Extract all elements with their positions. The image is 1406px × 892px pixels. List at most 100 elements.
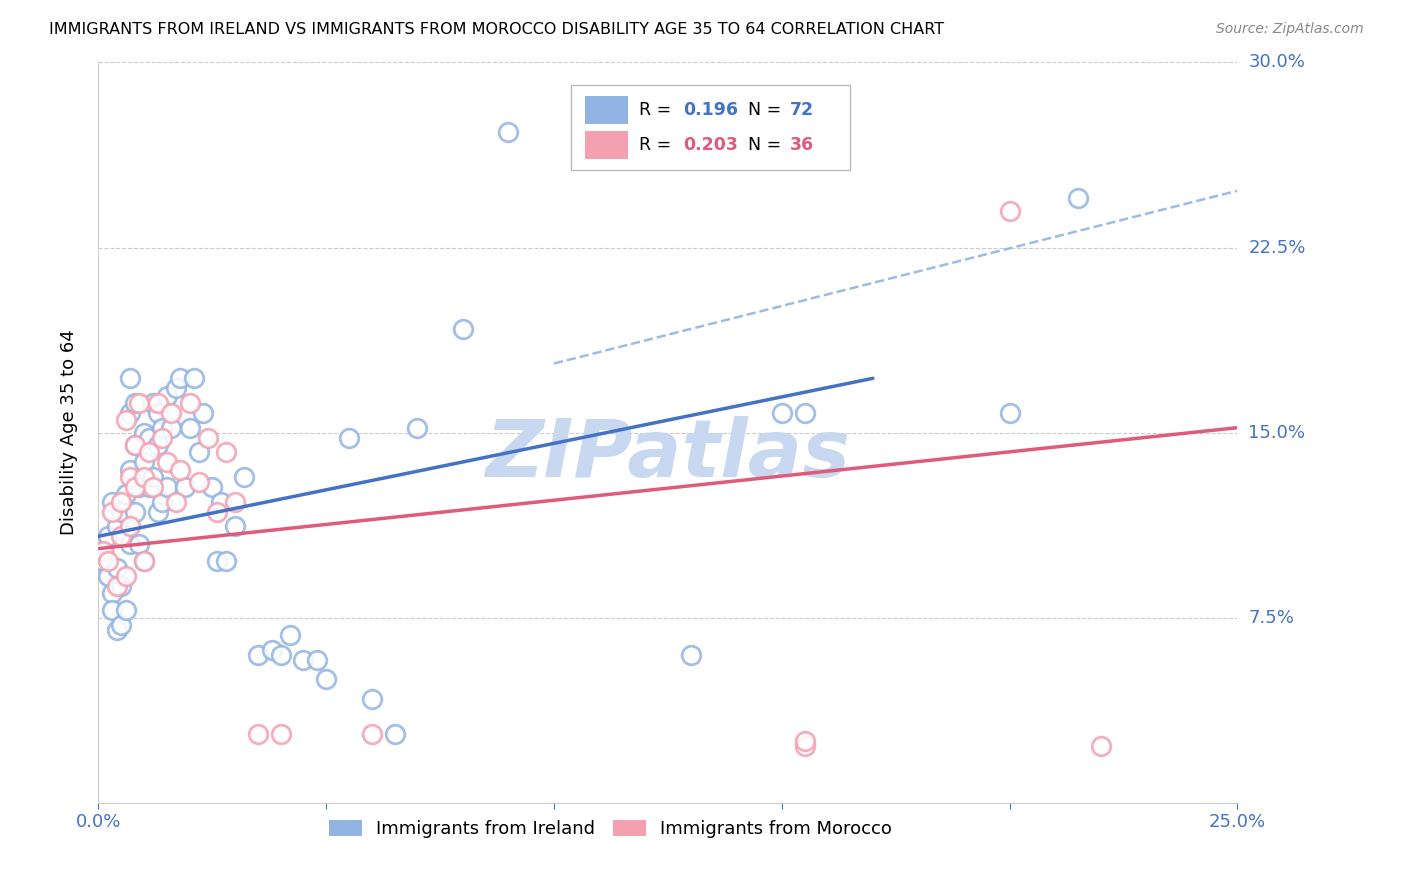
Point [120, 470, 142, 484]
Point [110, 618, 132, 632]
Point [160, 420, 183, 434]
Point [105, 623, 128, 637]
Point [793, 406, 815, 420]
Point [120, 371, 142, 385]
Text: 0.196: 0.196 [683, 101, 738, 119]
Point [120, 519, 142, 533]
Point [150, 420, 173, 434]
Point [270, 648, 292, 662]
Point [146, 505, 169, 519]
Point [105, 561, 128, 575]
Point [110, 529, 132, 543]
Point [146, 438, 169, 452]
Point [128, 480, 150, 494]
FancyBboxPatch shape [585, 130, 628, 159]
Point [120, 406, 142, 420]
Point [138, 480, 160, 494]
Text: IMMIGRANTS FROM IRELAND VS IMMIGRANTS FROM MOROCCO DISABILITY AGE 35 TO 64 CORRE: IMMIGRANTS FROM IRELAND VS IMMIGRANTS FR… [49, 22, 945, 37]
Point [246, 727, 269, 741]
Point [156, 388, 179, 402]
Point [128, 396, 150, 410]
Point [360, 727, 382, 741]
Point [132, 554, 155, 568]
Legend: Immigrants from Ireland, Immigrants from Morocco: Immigrants from Ireland, Immigrants from… [322, 813, 900, 846]
Point [174, 480, 197, 494]
FancyBboxPatch shape [571, 85, 851, 169]
Point [793, 734, 815, 748]
Point [165, 381, 187, 395]
Point [215, 554, 238, 568]
Point [128, 536, 150, 550]
Point [169, 462, 191, 476]
Point [91, 554, 114, 568]
Text: N =: N = [748, 101, 786, 119]
Point [187, 475, 209, 489]
Point [193, 406, 215, 420]
Point [132, 425, 155, 440]
Point [110, 579, 132, 593]
Text: 15.0%: 15.0% [1249, 424, 1305, 442]
Point [406, 420, 429, 434]
Point [114, 413, 136, 427]
Text: 22.5%: 22.5% [1249, 238, 1306, 257]
Point [292, 653, 315, 667]
Point [138, 431, 160, 445]
Text: 30.0%: 30.0% [1249, 54, 1305, 71]
Text: R =: R = [640, 101, 678, 119]
Point [770, 406, 793, 420]
Point [91, 544, 114, 558]
Point [124, 480, 146, 494]
Point [114, 529, 136, 543]
Point [588, 135, 610, 149]
Point [156, 480, 179, 494]
Point [110, 494, 132, 508]
Point [146, 396, 169, 410]
FancyBboxPatch shape [585, 95, 628, 124]
Point [201, 480, 224, 494]
Point [124, 438, 146, 452]
Point [165, 494, 187, 508]
Point [101, 505, 124, 519]
Point [315, 673, 337, 687]
Point [124, 438, 146, 452]
Point [205, 554, 228, 568]
Point [1067, 191, 1090, 205]
Point [101, 586, 124, 600]
Point [101, 494, 124, 508]
Point [160, 406, 183, 420]
Point [142, 480, 165, 494]
Text: 36: 36 [790, 136, 814, 153]
Point [124, 505, 146, 519]
Point [96, 568, 118, 582]
Point [998, 406, 1021, 420]
Text: 0.203: 0.203 [683, 136, 738, 153]
Point [197, 431, 219, 445]
Point [224, 494, 246, 508]
Text: N =: N = [748, 136, 786, 153]
Point [120, 462, 142, 476]
Point [337, 431, 360, 445]
Point [156, 455, 179, 469]
Point [246, 648, 269, 662]
Point [205, 505, 228, 519]
Point [224, 519, 246, 533]
Point [110, 505, 132, 519]
Point [360, 692, 382, 706]
Point [114, 603, 136, 617]
Point [179, 396, 201, 410]
Text: 7.5%: 7.5% [1249, 608, 1295, 627]
Text: R =: R = [640, 136, 678, 153]
Point [270, 727, 292, 741]
Point [169, 371, 191, 385]
Point [187, 445, 209, 459]
Point [132, 470, 155, 484]
Point [138, 445, 160, 459]
Point [307, 653, 329, 667]
Point [679, 648, 702, 662]
Text: Source: ZipAtlas.com: Source: ZipAtlas.com [1216, 22, 1364, 37]
Text: ZIPatlas: ZIPatlas [485, 416, 851, 494]
Text: 72: 72 [790, 101, 814, 119]
Point [183, 371, 205, 385]
Point [114, 568, 136, 582]
Y-axis label: Disability Age 35 to 64: Disability Age 35 to 64 [59, 330, 77, 535]
